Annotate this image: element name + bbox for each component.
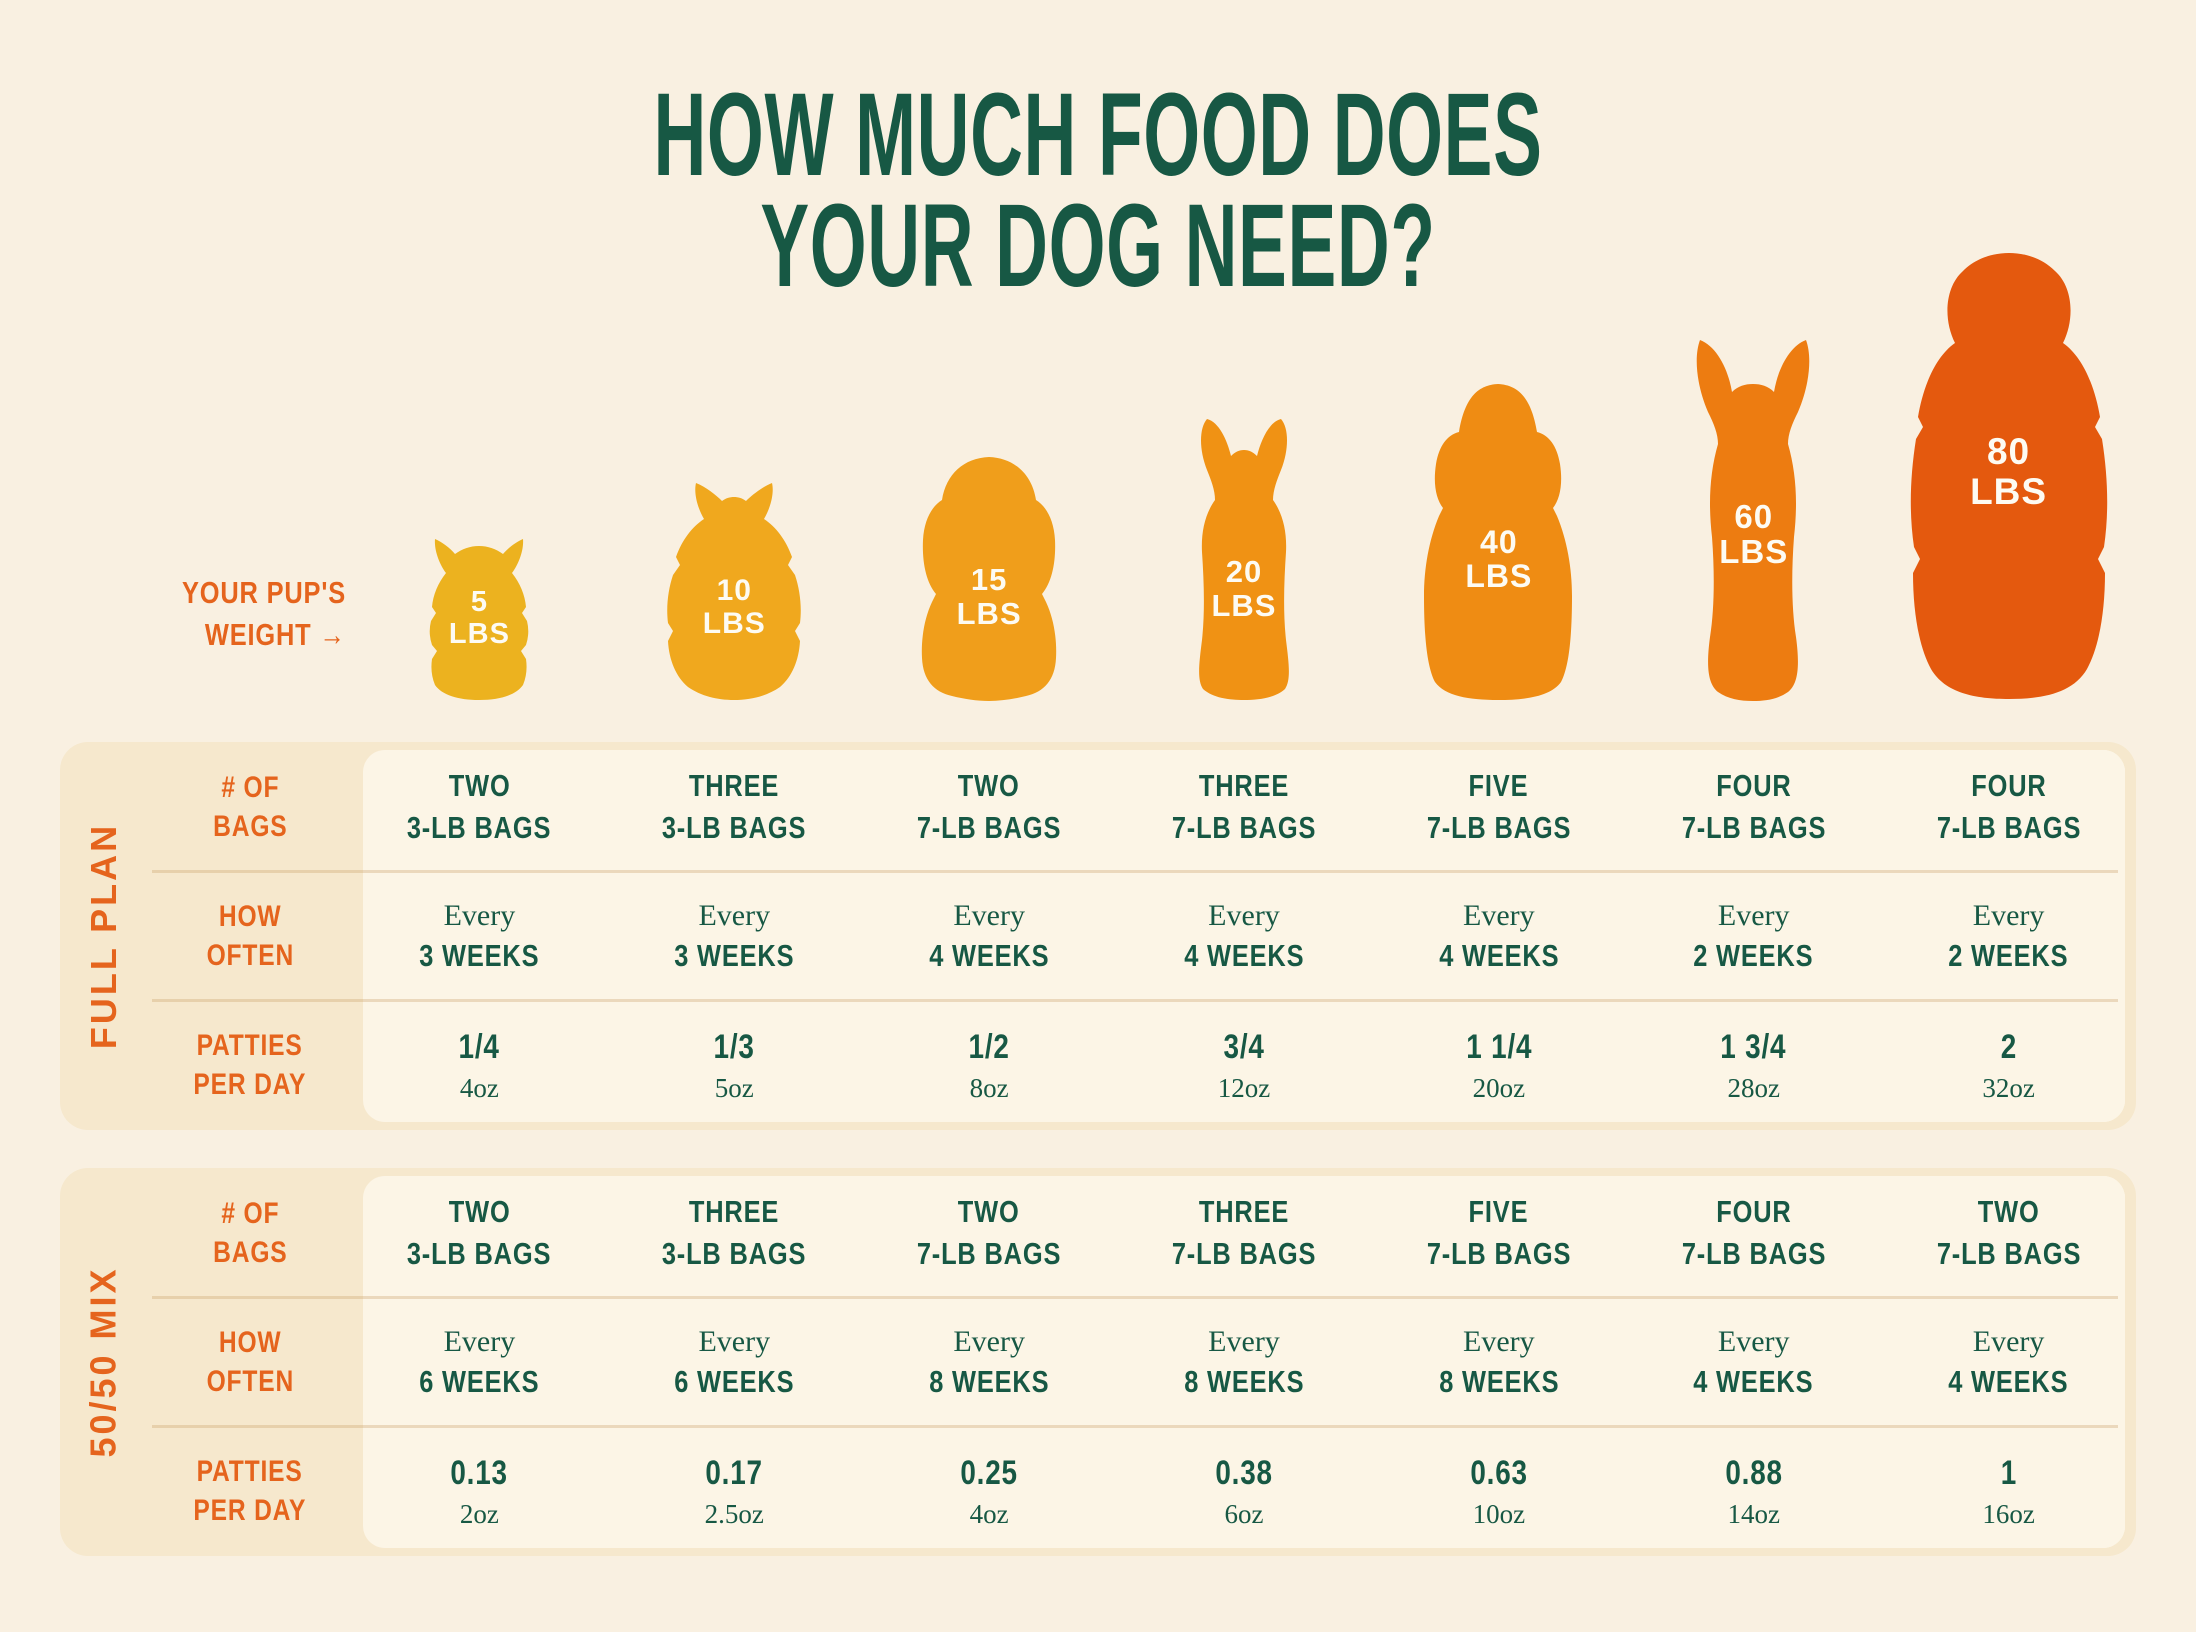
dog-weight-label: 15 LBS <box>956 562 1022 631</box>
often-cell-15lbs: Every 4 WEEKS <box>929 898 1050 973</box>
plan-label-cell: FULL PLAN <box>60 742 148 1130</box>
dog-60lbs: 60 LBS <box>1686 332 1821 702</box>
dog-15lbs: 15 LBS <box>908 444 1071 702</box>
patties-cell-40lbs: 0.63 10oz <box>1470 1453 1528 1529</box>
bags-cell-15lbs: TWO 7-LB BAGS <box>916 767 1062 845</box>
often-cell-40lbs: Every 8 WEEKS <box>1438 1324 1559 1399</box>
bags-cell-60lbs: FOUR 7-LB BAGS <box>1681 767 1826 845</box>
dog-silhouette-cocker-spaniel-icon <box>921 457 1056 701</box>
page-title: HOW MUCH FOOD DOES YOUR DOG NEED? <box>417 69 1779 312</box>
your-pups-weight-label: YOUR PUP'S WEIGHT → <box>146 572 346 656</box>
fifty-fifty-mix-label: 50/50 MIX <box>83 1266 124 1458</box>
bags-cell-15lbs: TWO 7-LB BAGS <box>916 1193 1062 1271</box>
patties-cell-40lbs: 1 1/4 20oz <box>1465 1027 1532 1103</box>
row-divider <box>152 1296 2118 1299</box>
patties-cell-5lbs: 1/4 4oz <box>458 1027 501 1103</box>
dog-weight-label: 80 LBS <box>1970 431 2048 513</box>
patties-cell-20lbs: 3/4 12oz <box>1217 1027 1271 1103</box>
plan-label-cell: 50/50 MIX <box>60 1168 148 1556</box>
patties-cell-80lbs: 1 16oz <box>1982 1453 2035 1529</box>
patties-cell-60lbs: 0.88 14oz <box>1724 1453 1783 1529</box>
page-title-line1: HOW MUCH FOOD DOES <box>653 69 1543 201</box>
weight-label-line1: YOUR PUP'S <box>182 575 346 611</box>
often-cell-15lbs: Every 8 WEEKS <box>929 1324 1050 1399</box>
row-header-bags: # OF BAGS <box>212 1196 288 1269</box>
weight-label-line2-arrow-icon: WEIGHT → <box>205 617 346 653</box>
dog-size-row: YOUR PUP'S WEIGHT → 5 LBS 1 <box>60 236 2136 702</box>
often-cell-5lbs: Every 3 WEEKS <box>419 898 540 973</box>
dog-80lbs: 80 LBS <box>1903 247 2115 702</box>
full-plan-label: FULL PLAN <box>83 822 125 1050</box>
patties-cell-15lbs: 1/2 8oz <box>968 1027 1010 1103</box>
row-divider <box>152 870 2118 873</box>
patties-cell-20lbs: 0.38 6oz <box>1215 1453 1273 1529</box>
row-header-patties: PATTIES PER DAY <box>193 1455 307 1528</box>
dog-40lbs: 40 LBS <box>1421 372 1576 702</box>
dog-5lbs: 5 LBS <box>426 527 532 702</box>
often-cell-80lbs: Every 4 WEEKS <box>1948 1324 2069 1399</box>
full-plan-table: FULL PLAN # OF BAGS TWO 3-LB BAGS THREE 3-… <box>60 742 2136 1130</box>
bags-cell-20lbs: THREE 7-LB BAGS <box>1171 1193 1317 1271</box>
fifty-fifty-mix-table: 50/50 MIX # OF BAGS TWO 3-LB BAGS THREE 3-… <box>60 1168 2136 1556</box>
patties-cell-10lbs: 0.17 2.5oz <box>704 1453 764 1529</box>
dog-weight-label: 5 LBS <box>448 586 510 650</box>
bags-cell-80lbs: FOUR 7-LB BAGS <box>1936 767 2081 845</box>
dog-silhouette-golden-retriever-icon <box>1424 384 1573 700</box>
patties-cell-60lbs: 1 3/4 28oz <box>1720 1027 1787 1103</box>
bags-cell-80lbs: TWO 7-LB BAGS <box>1936 1193 2081 1271</box>
often-cell-80lbs: Every 2 WEEKS <box>1948 898 2069 973</box>
dog-silhouette-doodle-icon <box>1910 253 2107 699</box>
patties-cell-10lbs: 1/3 5oz <box>713 1027 755 1103</box>
often-cell-60lbs: Every 2 WEEKS <box>1693 898 1814 973</box>
bags-cell-10lbs: THREE 3-LB BAGS <box>662 767 807 845</box>
row-header-often: HOW OFTEN <box>206 899 294 972</box>
dog-silhouette-french-bulldog-icon <box>1199 419 1289 700</box>
row-header-bags: # OF BAGS <box>212 770 288 843</box>
often-cell-60lbs: Every 4 WEEKS <box>1693 1324 1814 1399</box>
bags-cell-40lbs: FIVE 7-LB BAGS <box>1426 1193 1572 1271</box>
dog-20lbs: 20 LBS <box>1191 412 1297 702</box>
bags-cell-5lbs: TWO 3-LB BAGS <box>407 1193 552 1271</box>
dog-weight-label: 10 LBS <box>702 574 766 640</box>
often-cell-5lbs: Every 6 WEEKS <box>419 1324 540 1399</box>
dog-silhouette-pomeranian-icon <box>667 483 802 700</box>
dog-10lbs: 10 LBS <box>664 475 804 702</box>
often-cell-10lbs: Every 3 WEEKS <box>674 898 795 973</box>
bags-cell-60lbs: FOUR 7-LB BAGS <box>1681 1193 1826 1271</box>
bags-cell-20lbs: THREE 7-LB BAGS <box>1171 767 1317 845</box>
dog-weight-label: 20 LBS <box>1211 554 1277 623</box>
row-divider <box>152 1425 2118 1428</box>
often-cell-20lbs: Every 8 WEEKS <box>1183 1324 1305 1399</box>
dog-weight-label: 60 LBS <box>1719 497 1789 571</box>
weight-pointer-cell: YOUR PUP'S WEIGHT → <box>60 236 352 702</box>
patties-cell-80lbs: 2 32oz <box>1982 1027 2035 1103</box>
often-cell-40lbs: Every 4 WEEKS <box>1438 898 1559 973</box>
bags-cell-40lbs: FIVE 7-LB BAGS <box>1426 767 1572 845</box>
page-title-line2: YOUR DOG NEED? <box>760 179 1436 312</box>
dog-weight-label: 40 LBS <box>1465 523 1533 595</box>
row-divider <box>152 999 2118 1002</box>
patties-cell-5lbs: 0.13 2oz <box>450 1453 509 1529</box>
often-cell-20lbs: Every 4 WEEKS <box>1183 898 1305 973</box>
dog-silhouette-german-shepherd-icon <box>1696 340 1810 701</box>
row-header-patties: PATTIES PER DAY <box>193 1029 307 1102</box>
patties-cell-15lbs: 0.25 4oz <box>960 1453 1018 1529</box>
often-cell-10lbs: Every 6 WEEKS <box>674 1324 795 1399</box>
row-header-often: HOW OFTEN <box>206 1325 294 1398</box>
highlight-column <box>1892 1176 2125 1548</box>
dog-silhouette-yorkshire-terrier-icon <box>430 539 529 700</box>
bags-cell-5lbs: TWO 3-LB BAGS <box>407 767 552 845</box>
bags-cell-10lbs: THREE 3-LB BAGS <box>662 1193 807 1271</box>
highlight-column <box>1892 750 2125 1122</box>
